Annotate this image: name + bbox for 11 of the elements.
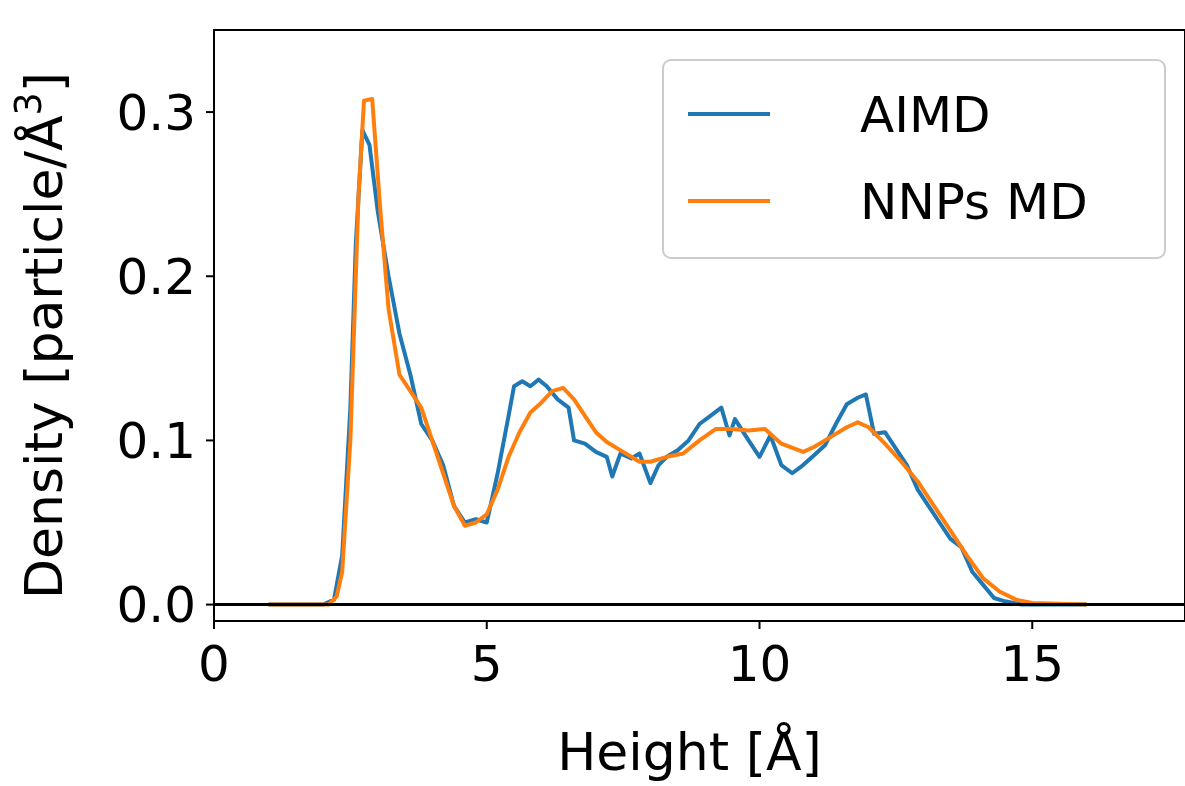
y-tick-label: 0.2	[116, 247, 196, 306]
y-tick-label: 0.3	[116, 83, 196, 142]
x-tick-label: 10	[727, 635, 792, 693]
y-tick-label: 0.0	[116, 576, 196, 635]
legend-label: NNPs MD	[860, 172, 1088, 231]
legend-label: AIMD	[860, 85, 991, 144]
x-tick-label: 5	[470, 635, 503, 693]
x-tick-label: 15	[1000, 635, 1065, 693]
x-axis-title: Height [Å]	[557, 721, 822, 782]
y-tick-label: 0.1	[116, 411, 196, 470]
x-tick-label: 0	[198, 635, 230, 693]
